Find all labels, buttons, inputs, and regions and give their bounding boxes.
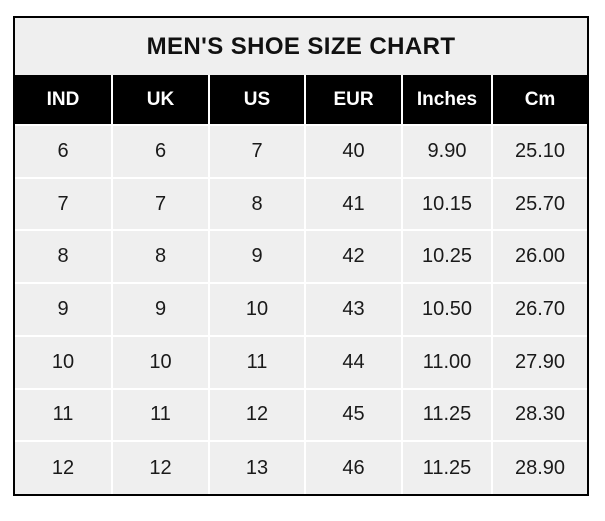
cell-uk: 6 [111,124,209,178]
table-row: 9 9 10 43 10.50 26.70 [15,282,587,336]
cell-cm: 25.70 [491,176,587,231]
cell-us: 9 [208,229,305,284]
size-chart-card: MEN'S SHOE SIZE CHART IND UK US EUR Inch… [13,16,589,496]
cell-eur: 45 [304,387,402,442]
table-row: 8 8 9 42 10.25 26.00 [15,229,587,284]
cell-cm: 25.10 [491,124,587,178]
cell-cm: 28.30 [491,387,587,442]
column-header-uk: UK [111,75,209,125]
cell-eur: 44 [304,334,402,389]
table-body: 6 6 7 40 9.90 25.10 7 7 8 41 10.15 25.70… [15,124,587,494]
cell-us: 13 [208,440,305,494]
column-header-us: US [208,75,305,125]
cell-ind: 9 [15,282,112,336]
cell-uk: 11 [111,387,209,442]
table-row: 6 6 7 40 9.90 25.10 [15,124,587,178]
cell-eur: 41 [304,176,402,231]
cell-us: 7 [208,124,305,178]
cell-inches: 9.90 [401,124,492,178]
table-row: 11 11 12 45 11.25 28.30 [15,387,587,442]
column-header-eur: EUR [304,75,402,125]
cell-inches: 10.50 [401,282,492,336]
cell-cm: 26.70 [491,282,587,336]
cell-us: 10 [208,282,305,336]
cell-uk: 8 [111,229,209,284]
cell-ind: 8 [15,229,112,284]
column-header-inches: Inches [401,75,492,125]
cell-ind: 7 [15,176,112,231]
table-row: 12 12 13 46 11.25 28.90 [15,440,587,494]
column-header-cm: Cm [491,75,587,125]
cell-inches: 11.25 [401,440,492,494]
cell-us: 12 [208,387,305,442]
cell-eur: 46 [304,440,402,494]
column-header-ind: IND [15,75,112,125]
cell-eur: 40 [304,124,402,178]
table-row: 10 10 11 44 11.00 27.90 [15,334,587,389]
table-row: 7 7 8 41 10.15 25.70 [15,176,587,231]
shoe-size-table: IND UK US EUR Inches Cm 6 6 7 40 9.90 25… [15,75,587,494]
cell-cm: 27.90 [491,334,587,389]
cell-inches: 11.00 [401,334,492,389]
cell-uk: 9 [111,282,209,336]
cell-uk: 12 [111,440,209,494]
cell-eur: 42 [304,229,402,284]
cell-us: 11 [208,334,305,389]
cell-ind: 12 [15,440,112,494]
cell-ind: 6 [15,124,112,178]
cell-ind: 10 [15,334,112,389]
cell-us: 8 [208,176,305,231]
cell-cm: 26.00 [491,229,587,284]
cell-uk: 7 [111,176,209,231]
cell-uk: 10 [111,334,209,389]
table-header-row: IND UK US EUR Inches Cm [15,75,587,125]
cell-inches: 10.25 [401,229,492,284]
cell-cm: 28.90 [491,440,587,494]
table-header: IND UK US EUR Inches Cm [15,75,587,125]
cell-ind: 11 [15,387,112,442]
cell-inches: 11.25 [401,387,492,442]
cell-inches: 10.15 [401,176,492,231]
page-title: MEN'S SHOE SIZE CHART [15,18,587,75]
cell-eur: 43 [304,282,402,336]
